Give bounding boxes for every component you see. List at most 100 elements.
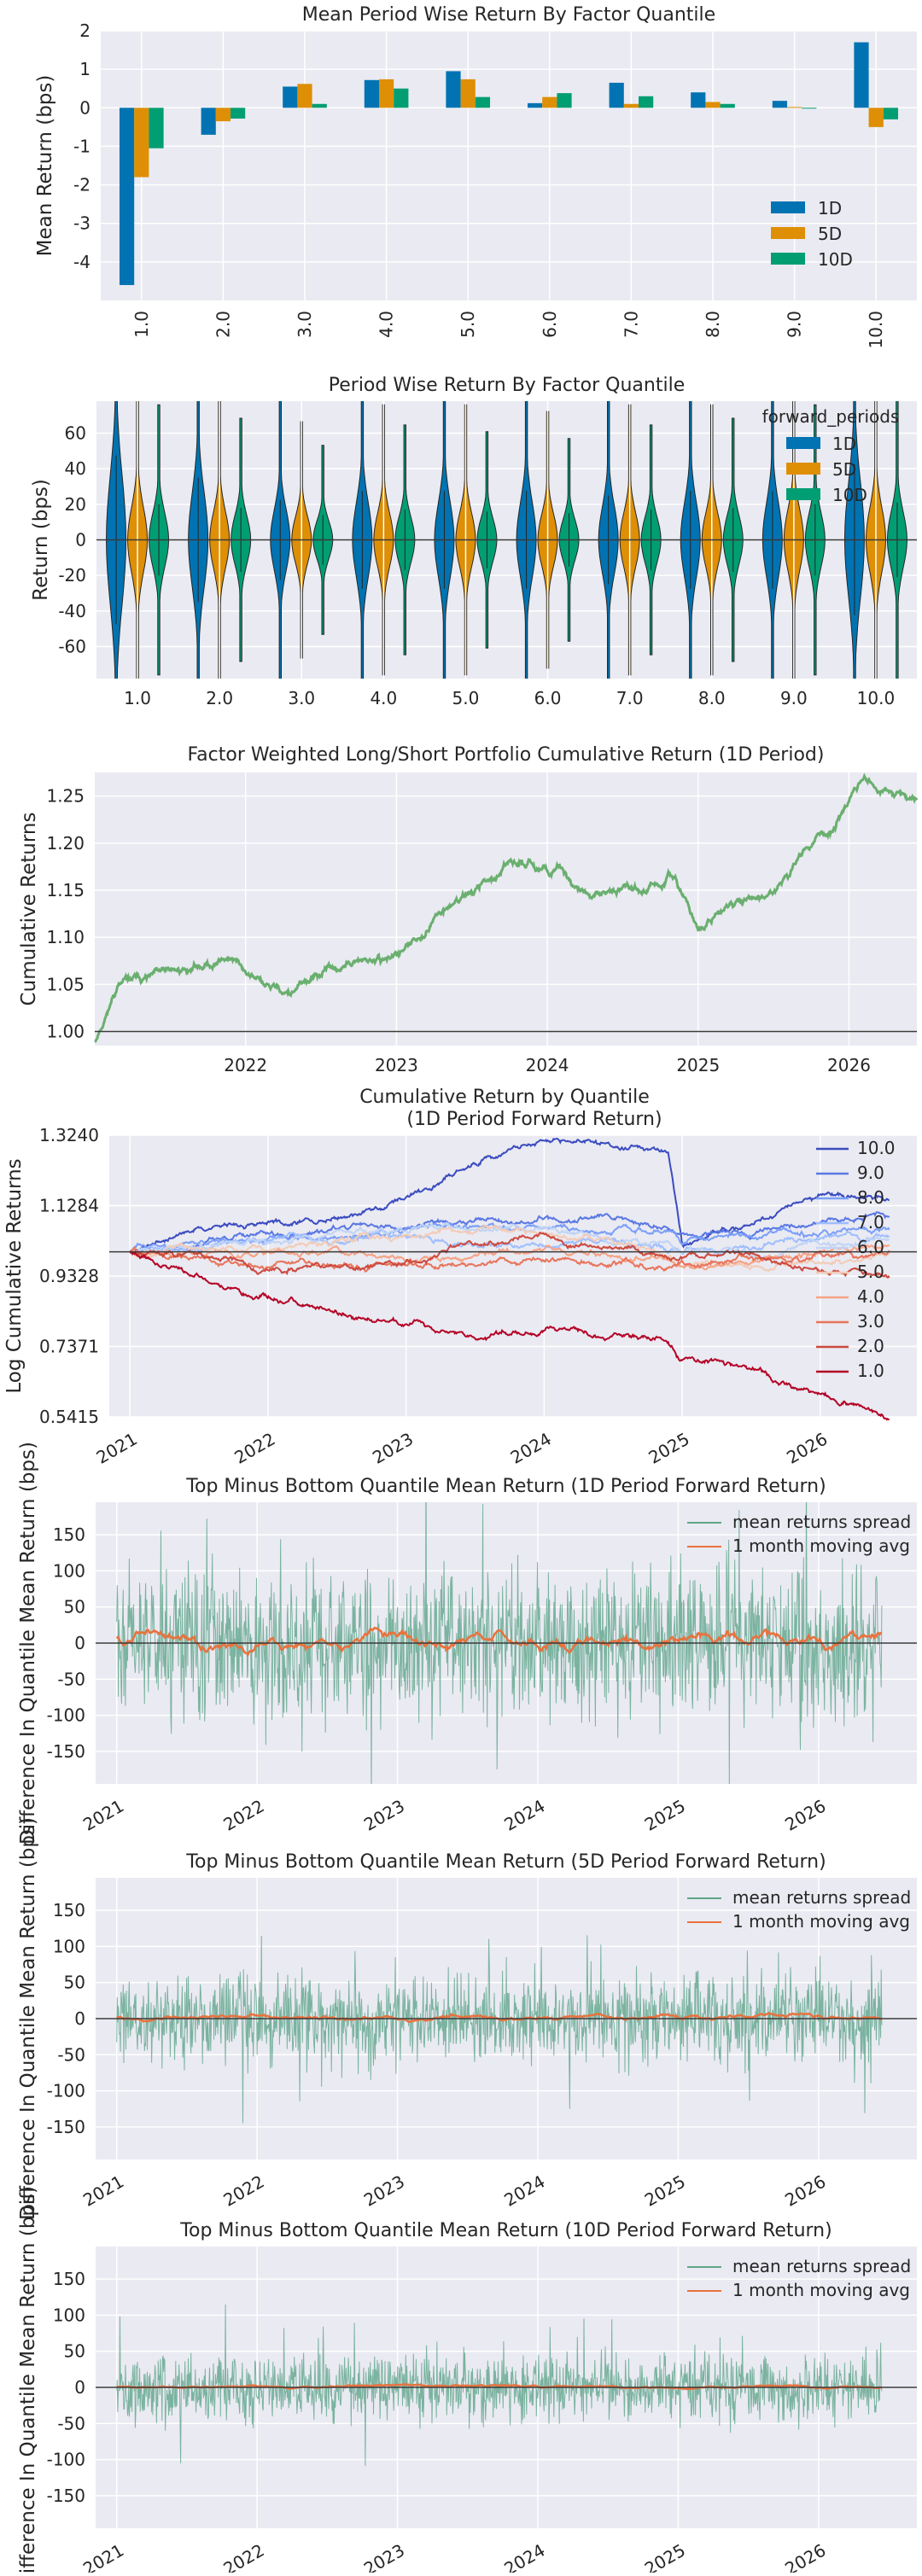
legend-label: 6.0 <box>857 1237 884 1257</box>
bar-10D <box>720 103 735 108</box>
y-tick-label: -3 <box>73 213 90 234</box>
y-tick-label: -60 <box>58 637 86 657</box>
y-tick-label: 150 <box>53 1524 85 1545</box>
x-tick-label: 9.0 <box>780 688 808 708</box>
y-tick-label: 0.7371 <box>39 1337 99 1357</box>
y-tick-label: 100 <box>53 1560 85 1581</box>
x-tick-label: 2022 <box>220 2540 268 2573</box>
y-tick-label: -4 <box>73 252 90 272</box>
legend-label: mean returns spread <box>732 1512 911 1532</box>
legend-swatch <box>786 488 820 500</box>
x-tick-label: 6.0 <box>540 311 560 338</box>
spread-series-group <box>115 1502 883 1784</box>
y-axis-label: Log Cumulative Returns <box>3 1158 26 1393</box>
bar-5D <box>623 103 639 108</box>
spread-chart-1: -150 -100 -50 0 50 100 150 2021 2022 2023 2024 2025… <box>17 1442 917 1845</box>
bar-1D <box>201 108 216 135</box>
x-tick-label: 6.0 <box>534 688 562 708</box>
y-tick-label: 40 <box>65 458 86 479</box>
legend-label: 10D <box>818 249 853 270</box>
moving-average-line <box>115 1626 883 1658</box>
x-tick-label: 2022 <box>230 1429 278 1468</box>
x-tick-label: 10.0 <box>866 311 886 349</box>
x-tick-label: 2026 <box>781 2171 829 2211</box>
legend-label: 1D <box>818 198 842 219</box>
y-axis-label: Return (bps) <box>30 479 52 601</box>
bar-5D <box>215 108 231 122</box>
x-tick-label: 2026 <box>827 1055 871 1075</box>
y-tick-label: -20 <box>58 565 86 586</box>
legend-label: 5D <box>832 459 856 480</box>
x-tick-label: 2.0 <box>213 311 233 338</box>
y-tick-label: 1.10 <box>46 927 85 947</box>
y-tick-label: 150 <box>53 2269 85 2289</box>
legend-label: mean returns spread <box>732 2256 911 2276</box>
bar-1D <box>691 92 706 108</box>
y-tick-label: 0 <box>74 2377 85 2398</box>
y-tick-label: -150 <box>47 2117 85 2137</box>
y-tick-label: 20 <box>65 494 86 515</box>
x-tick-label: 2023 <box>360 2171 408 2211</box>
bar-5D <box>378 79 394 108</box>
legend-label: 7.0 <box>857 1212 884 1233</box>
legend-swatch <box>771 201 805 213</box>
bar-5D <box>134 108 149 178</box>
x-tick-label: 2025 <box>641 1796 689 1835</box>
bar-10D <box>883 108 899 119</box>
spread-chart-3: -150 -100 -50 0 50 100 150 2021 2022 2023 2024 2025… <box>17 2186 917 2576</box>
bar-10D <box>475 96 491 108</box>
x-tick-label: 2024 <box>500 2540 548 2573</box>
y-tick-label: -50 <box>57 2413 85 2433</box>
legend-label: 5.0 <box>857 1262 884 1282</box>
y-tick-label: 1.1284 <box>39 1195 99 1215</box>
x-tick-label: 5.0 <box>452 688 480 708</box>
x-tick-label: 8.0 <box>703 311 723 338</box>
chart-title: Factor Weighted Long/Short Portfolio Cum… <box>188 744 825 766</box>
y-tick-label: 150 <box>53 1900 85 1920</box>
x-tick-label: 2023 <box>375 1055 418 1075</box>
x-tick-label: 4.0 <box>370 688 397 708</box>
bar-10D <box>394 88 409 108</box>
quantile-line-10.0 <box>129 1137 890 1255</box>
x-tick-label: 2023 <box>360 1796 408 1835</box>
y-tick-label: 0.9328 <box>39 1266 99 1286</box>
legend-label: 3.0 <box>857 1311 884 1332</box>
x-tick-label: 2023 <box>360 2540 408 2573</box>
y-tick-label: -150 <box>47 1741 85 1762</box>
x-tick-label: 2021 <box>79 2171 127 2211</box>
cumulative-line <box>94 772 919 1043</box>
y-tick-label: 1.20 <box>46 833 85 854</box>
y-tick-label: -40 <box>58 601 86 621</box>
quantile-line-5.0 <box>130 1224 890 1273</box>
quantile-line-3.0 <box>129 1246 890 1273</box>
legend-swatch <box>771 253 805 265</box>
legend-label: mean returns spread <box>732 1887 911 1908</box>
x-tick-label: 3.0 <box>288 688 315 708</box>
mean-returns-spread-line <box>116 2304 883 2467</box>
x-tick-label: 2025 <box>641 2540 689 2573</box>
x-tick-label: 2026 <box>781 2540 829 2573</box>
x-tick-label: 2025 <box>645 1429 693 1468</box>
y-tick-label: -100 <box>47 1705 85 1726</box>
bar-5D <box>786 107 802 108</box>
bar-1D <box>446 71 461 108</box>
legend-label: 5D <box>818 224 842 244</box>
x-tick-label: 2021 <box>79 1796 127 1835</box>
bar-5D <box>542 96 557 108</box>
x-tick-label: 2021 <box>93 1429 141 1468</box>
y-tick-label: 0 <box>75 530 86 551</box>
quantile-line-2.0 <box>129 1231 890 1279</box>
y-axis-label: Cumulative Returns <box>18 813 40 1006</box>
y-tick-label: 0 <box>74 1633 85 1653</box>
legend-title: forward_periods <box>762 406 900 427</box>
y-tick-label: 1.3240 <box>39 1125 99 1145</box>
legend-label: 10.0 <box>857 1138 896 1158</box>
bar-1D <box>527 102 543 108</box>
y-axis-label: Difference In Quantile Mean Return (bps) <box>17 1442 39 1845</box>
x-tick-label: 2024 <box>507 1429 555 1468</box>
moving-average-line <box>116 2012 882 2024</box>
chart-title: Top Minus Bottom Quantile Mean Return (1… <box>185 1476 826 1497</box>
y-tick-label: 1.25 <box>46 786 85 807</box>
x-tick-label: 2022 <box>224 1055 267 1075</box>
y-tick-label: 0.5415 <box>39 1407 99 1427</box>
